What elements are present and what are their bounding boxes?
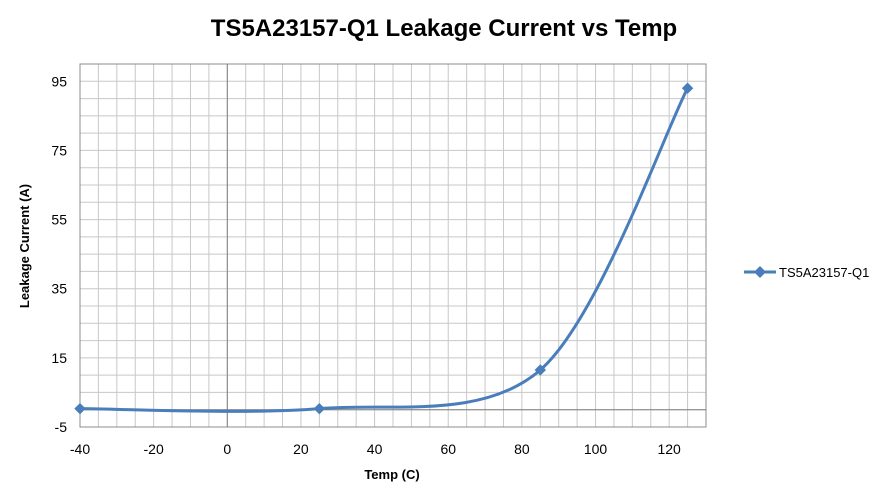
legend-label: TS5A23157-Q1: [779, 265, 869, 280]
x-tick-label: -20: [144, 441, 164, 457]
tick-labels: -40 -20 0 20 40 60 80 100 120 -5 15 35 55 75 95: [51, 73, 681, 457]
legend-marker: [754, 266, 766, 278]
y-tick-label: 15: [51, 350, 67, 366]
x-tick-label: 100: [584, 441, 608, 457]
y-tick-label: 55: [51, 212, 67, 228]
data-point-marker: [534, 364, 547, 376]
data-point-marker: [313, 402, 326, 415]
x-tick-label: 40: [367, 441, 383, 457]
plot-area-border: [79, 63, 707, 428]
series-line: [79, 87, 689, 413]
x-tick-label: 120: [657, 441, 681, 457]
legend: TS5A23157-Q1: [744, 265, 869, 280]
chart-title: TS5A23157-Q1 Leakage Current vs Temp: [211, 15, 677, 42]
grid: [79, 63, 707, 428]
y-tick-label: 35: [51, 281, 67, 297]
x-tick-label: 60: [440, 441, 456, 457]
series-layer: [74, 82, 694, 415]
y-axis-title: Leakage Current (A): [17, 184, 32, 308]
x-tick-label: 0: [223, 441, 231, 457]
x-tick-label: 20: [293, 441, 309, 457]
x-axis-title: Temp (C): [364, 467, 419, 482]
data-point-marker: [74, 402, 86, 415]
x-tick-label: 80: [514, 441, 530, 457]
data-point-marker: [681, 82, 694, 94]
y-tick-label: -5: [55, 419, 68, 435]
x-tick-label: -40: [70, 441, 90, 457]
y-tick-label: 75: [51, 142, 67, 158]
y-tick-label: 95: [51, 73, 67, 89]
